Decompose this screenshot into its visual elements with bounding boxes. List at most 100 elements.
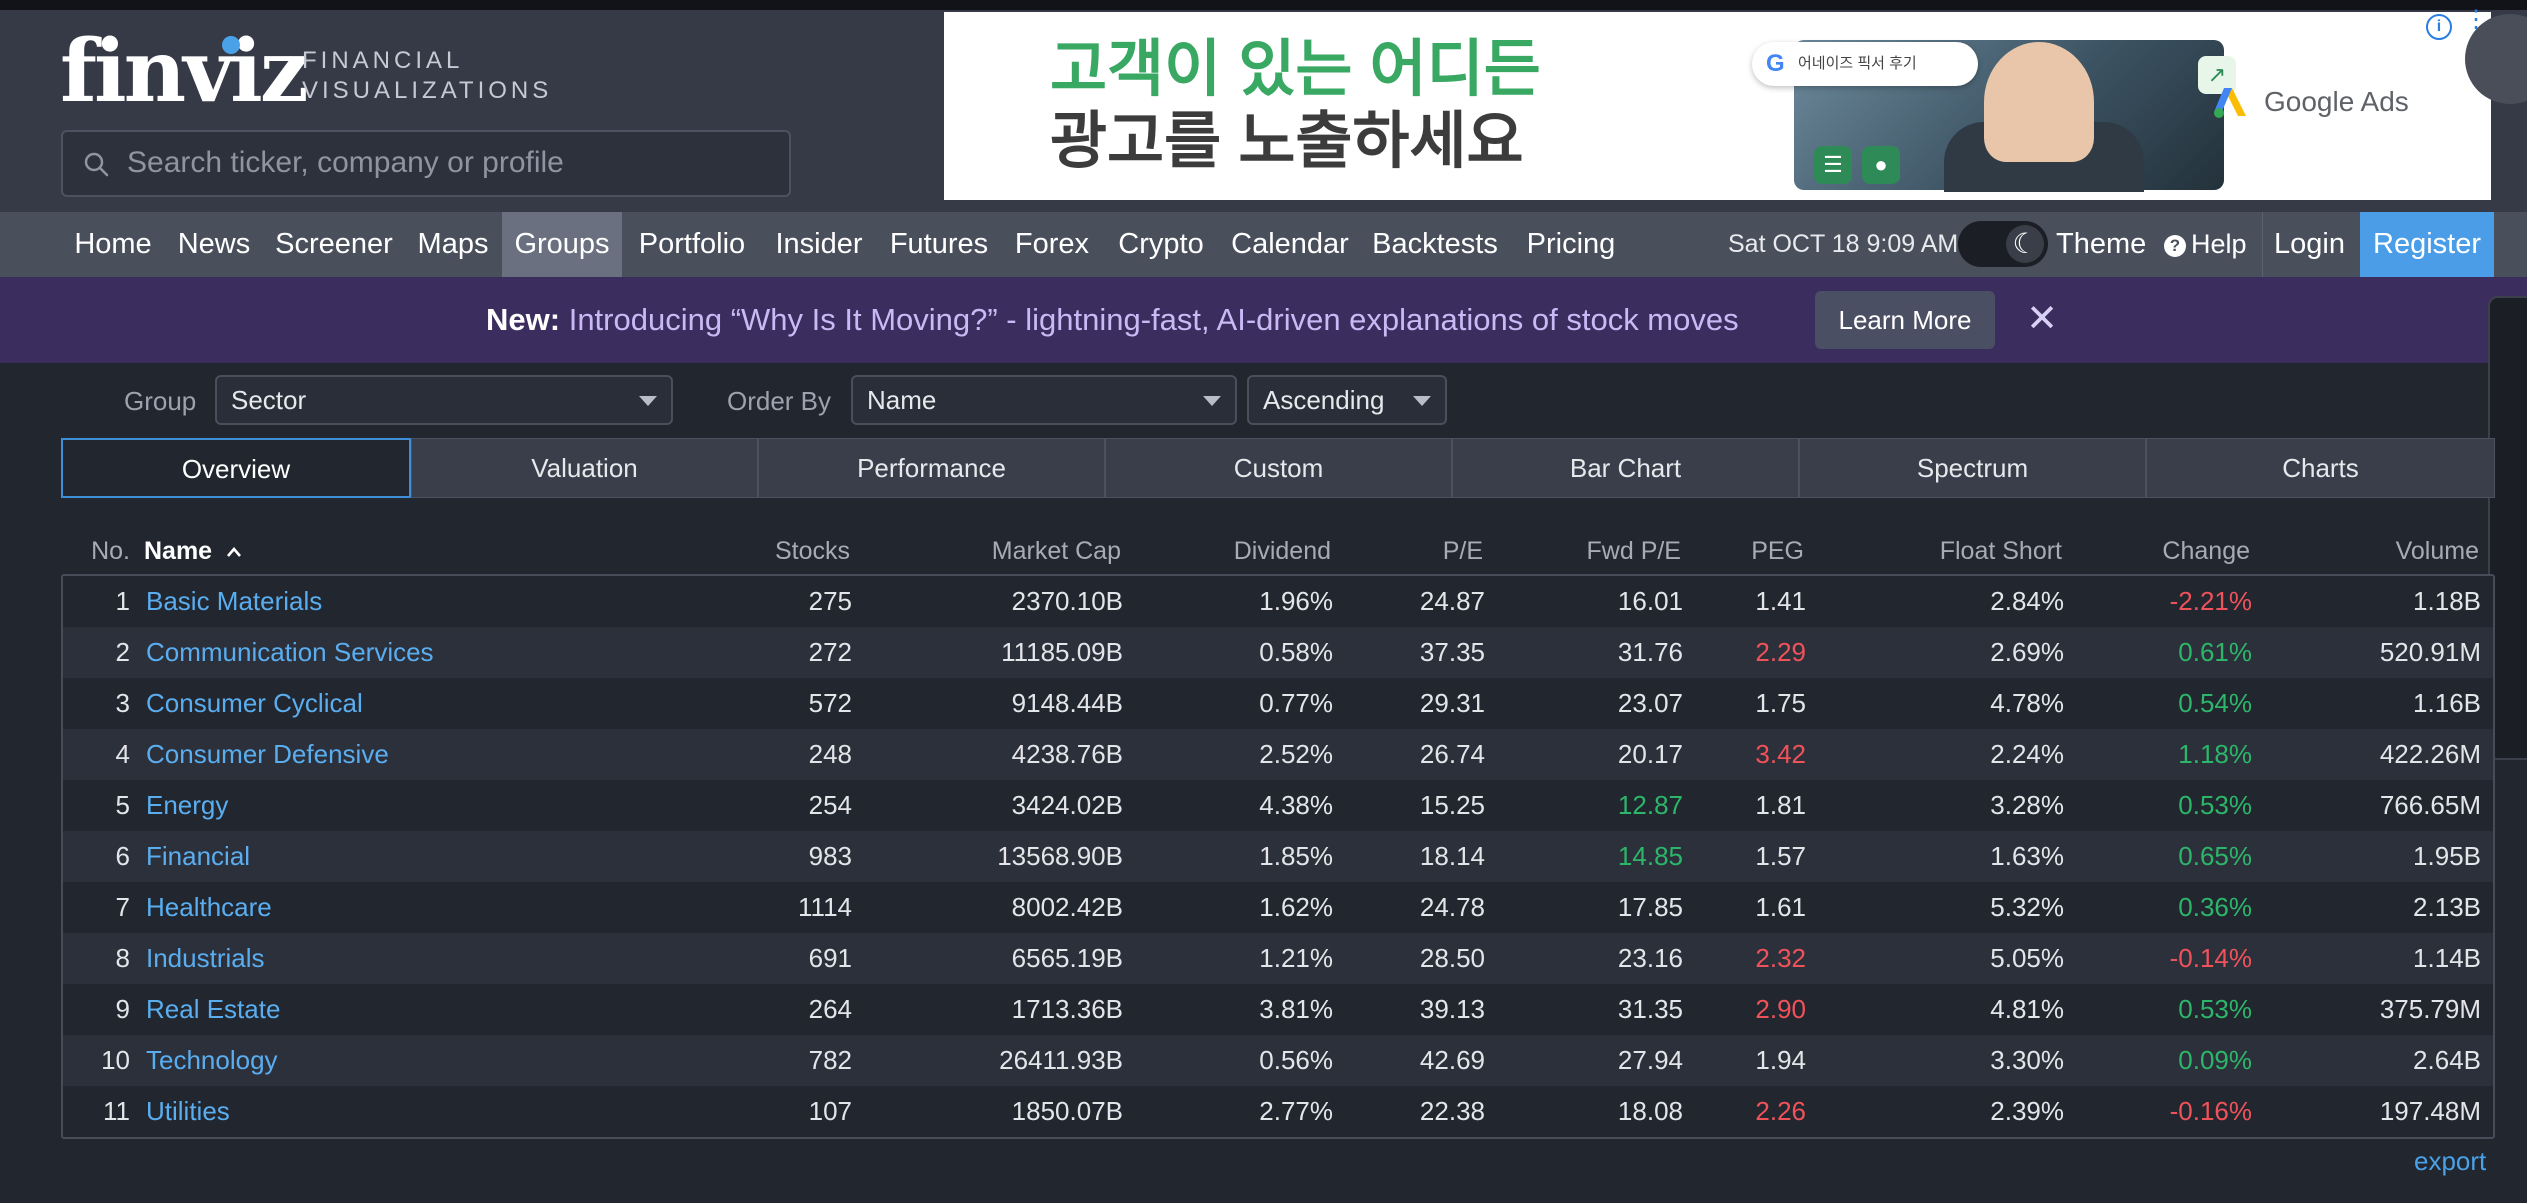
cell-name[interactable]: Energy xyxy=(146,790,229,820)
col-header-dividend[interactable]: Dividend xyxy=(1233,537,1331,565)
cell-pe: 28.50 xyxy=(1419,943,1485,973)
tab-bar-chart[interactable]: Bar Chart xyxy=(1452,438,1799,498)
table-row[interactable]: 7 Healthcare 1114 8002.42B 1.62% 24.78 17.85 1.… xyxy=(63,882,2493,933)
cell-volume: 1.16B xyxy=(2413,688,2481,718)
col-header-market-cap[interactable]: Market Cap xyxy=(991,537,1121,565)
cell-name[interactable]: Basic Materials xyxy=(146,586,323,616)
table-row[interactable]: 1 Basic Materials 275 2370.10B 1.96% 24.87 16.… xyxy=(63,576,2493,627)
col-header-pe[interactable]: P/E xyxy=(1442,537,1483,565)
col-header-fwd-pe[interactable]: Fwd P/E xyxy=(1586,537,1681,565)
theme-toggle[interactable]: ☾ xyxy=(1958,221,2048,267)
col-header-no[interactable]: No. xyxy=(91,537,130,565)
cell-peg: 1.41 xyxy=(1755,586,1806,616)
login-link[interactable]: Login xyxy=(2262,212,2356,277)
cell-float-short: 5.05% xyxy=(1990,943,2064,973)
table-row[interactable]: 2 Communication Services 272 11185.09B 0.58%… xyxy=(63,627,2493,678)
cell-pe: 24.87 xyxy=(1419,586,1485,616)
table-row[interactable]: 5 Energy 254 3424.02B 4.38% 15.25 12.87 1.81 3.2… xyxy=(63,780,2493,831)
theme-label[interactable]: Theme xyxy=(2056,228,2147,260)
cell-name[interactable]: Financial xyxy=(146,841,251,871)
nav-crypto[interactable]: Crypto xyxy=(1118,228,1204,260)
cell-name[interactable]: Healthcare xyxy=(146,892,272,922)
cell-name[interactable]: Communication Services xyxy=(146,637,434,667)
col-header-name[interactable]: Name xyxy=(144,536,243,566)
table-row[interactable]: 4 Consumer Defensive 248 4238.76B 2.52% 26.74… xyxy=(63,729,2493,780)
cell-name[interactable]: Consumer Defensive xyxy=(146,739,389,769)
nav-groups[interactable]: Groups xyxy=(502,212,622,277)
register-button[interactable]: Register xyxy=(2360,212,2494,277)
cell-name[interactable]: Real Estate xyxy=(146,994,281,1024)
export-link[interactable]: export xyxy=(2414,1146,2487,1176)
tab-charts[interactable]: Charts xyxy=(2146,438,2495,498)
cell-no: 11 xyxy=(103,1096,130,1126)
cell-pe: 42.69 xyxy=(1419,1045,1485,1075)
cell-dividend: 3.81% xyxy=(1259,994,1333,1024)
cell-float-short: 2.39% xyxy=(1990,1096,2064,1126)
tab-valuation[interactable]: Valuation xyxy=(411,438,758,498)
cell-fwd-pe: 27.94 xyxy=(1617,1045,1683,1075)
col-header-float-short[interactable]: Float Short xyxy=(1939,537,2062,565)
nav-futures[interactable]: Futures xyxy=(889,228,989,260)
help-link[interactable]: ? Help xyxy=(2164,212,2247,277)
nav-forex[interactable]: Forex xyxy=(1014,228,1090,260)
nav-backtests[interactable]: Backtests xyxy=(1372,228,1498,260)
cell-float-short: 4.81% xyxy=(1990,994,2064,1024)
finviz-logo[interactable]: finviz xyxy=(60,21,309,122)
table-row[interactable]: 9 Real Estate 264 1713.36B 3.81% 39.13 31.35 2.… xyxy=(63,984,2493,1035)
cell-change: 0.09% xyxy=(2178,1045,2252,1075)
cell-dividend: 0.77% xyxy=(1259,688,1333,718)
cell-peg: 1.94 xyxy=(1755,1045,1806,1075)
nav-pricing[interactable]: Pricing xyxy=(1526,228,1616,260)
table-row[interactable]: 8 Industrials 691 6565.19B 1.21% 28.50 23.16 2.… xyxy=(63,933,2493,984)
col-header-change[interactable]: Change xyxy=(2162,537,2250,565)
advertisement[interactable]: 고객이 있는 어디든 광고를 노출하세요 G 어네이즈 픽서 후기 ☰ ● ↗ … xyxy=(944,12,2491,200)
close-icon[interactable]: ✕ xyxy=(2026,298,2058,340)
nav-insider[interactable]: Insider xyxy=(775,228,863,260)
cell-dividend: 0.58% xyxy=(1259,637,1333,667)
moon-icon: ☾ xyxy=(2006,225,2044,263)
table-row[interactable]: 3 Consumer Cyclical 572 9148.44B 0.77% 29.31 2… xyxy=(63,678,2493,729)
cell-stocks: 272 xyxy=(808,637,852,667)
ad-chip-text: 어네이즈 픽서 후기 xyxy=(1798,55,1917,72)
cell-name[interactable]: Industrials xyxy=(146,943,265,973)
cell-change: 0.61% xyxy=(2178,637,2252,667)
tab-custom[interactable]: Custom xyxy=(1105,438,1452,498)
banner-text[interactable]: New: Introducing “Why Is It Moving?” - l… xyxy=(486,277,1739,363)
ad-menu-dots-icon[interactable]: ⋮ xyxy=(2464,8,2488,40)
col-header-stocks[interactable]: Stocks xyxy=(774,537,850,565)
col-header-volume[interactable]: Volume xyxy=(2395,537,2479,565)
nav-home[interactable]: Home xyxy=(74,228,152,260)
nav-portfolio[interactable]: Portfolio xyxy=(638,228,746,260)
cell-volume: 1.14B xyxy=(2413,943,2481,973)
nav-maps[interactable]: Maps xyxy=(417,228,489,260)
tab-performance[interactable]: Performance xyxy=(758,438,1105,498)
order-by-select[interactable]: Name xyxy=(851,375,1237,425)
cell-volume: 1.95B xyxy=(2413,841,2481,871)
table-row[interactable]: 6 Financial 983 13568.90B 1.85% 18.14 14.85 1.5… xyxy=(63,831,2493,882)
group-select[interactable]: Sector xyxy=(215,375,673,425)
cell-name[interactable]: Utilities xyxy=(146,1096,230,1126)
cell-name[interactable]: Consumer Cyclical xyxy=(146,688,363,718)
tagline-line-2: VISUALIZATIONS xyxy=(302,77,553,104)
nav-screener[interactable]: Screener xyxy=(275,228,393,260)
search-input[interactable] xyxy=(127,140,767,186)
col-header-peg[interactable]: PEG xyxy=(1751,537,1804,565)
banner-message: Introducing “Why Is It Moving?” - lightn… xyxy=(568,302,1739,337)
table-row[interactable]: 11 Utilities 107 1850.07B 2.77% 22.38 18.08 2.2… xyxy=(63,1086,2493,1137)
cell-name[interactable]: Technology xyxy=(146,1045,278,1075)
cell-peg: 2.29 xyxy=(1755,637,1806,667)
nav-news[interactable]: News xyxy=(177,228,251,260)
nav-calendar[interactable]: Calendar xyxy=(1231,228,1349,260)
cell-float-short: 2.24% xyxy=(1990,739,2064,769)
cell-dividend: 2.52% xyxy=(1259,739,1333,769)
search-box[interactable] xyxy=(61,130,791,197)
cell-volume: 197.48M xyxy=(2379,1096,2481,1126)
table-row[interactable]: 10 Technology 782 26411.93B 0.56% 42.69 27.94 1… xyxy=(63,1035,2493,1086)
tab-spectrum[interactable]: Spectrum xyxy=(1799,438,2146,498)
learn-more-button[interactable]: Learn More xyxy=(1815,291,1995,349)
sort-direction-select[interactable]: Ascending xyxy=(1247,375,1447,425)
ad-info-icon[interactable]: i xyxy=(2426,14,2452,40)
cell-dividend: 2.77% xyxy=(1259,1096,1333,1126)
cell-market-cap: 11185.09B xyxy=(1001,637,1123,667)
tab-overview[interactable]: Overview xyxy=(61,438,411,498)
